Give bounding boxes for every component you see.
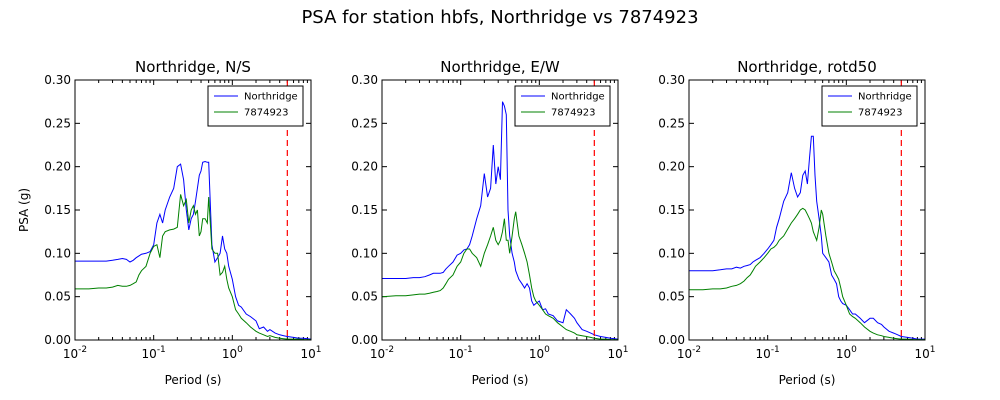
legend-box bbox=[821, 85, 918, 127]
x-tick-label: 101 bbox=[914, 345, 935, 361]
x-tick-label: 10-2 bbox=[63, 345, 87, 361]
panel-title: Northridge, N/S bbox=[135, 58, 251, 76]
y-tick-label: 0.15 bbox=[44, 203, 71, 217]
y-tick-label: 0.05 bbox=[658, 290, 685, 304]
y-tick-label: 0.00 bbox=[44, 333, 71, 347]
legend: Northridge 7874923 bbox=[207, 85, 304, 127]
legend-box bbox=[514, 85, 611, 127]
x-tick-exponent: 0 bbox=[851, 345, 857, 355]
x-tick-base: 10 bbox=[222, 347, 237, 361]
x-axis-label: Period (s) bbox=[472, 373, 529, 387]
x-tick-base: 10 bbox=[607, 347, 622, 361]
x-tick-base: 10 bbox=[836, 347, 851, 361]
y-tick-label: 0.20 bbox=[351, 160, 378, 174]
panels: Northridge, N/S 0.00 0.05 0.10 0.15 0.20 0.25 0… bbox=[17, 58, 936, 387]
legend-label: Northridge bbox=[858, 92, 912, 103]
legend-box bbox=[207, 85, 304, 127]
x-tick-exponent: 1 bbox=[930, 345, 936, 355]
series-line-Northridge bbox=[382, 101, 618, 340]
x-tick-exponent: -2 bbox=[385, 345, 394, 355]
plot-frame bbox=[74, 79, 312, 341]
x-tick-base: 10 bbox=[370, 347, 385, 361]
x-tick-exponent: 1 bbox=[316, 345, 322, 355]
panel-1: Northridge, N/S 0.00 0.05 0.10 0.15 0.20 0.25 0… bbox=[17, 58, 322, 387]
x-tick-base: 10 bbox=[63, 347, 78, 361]
legend-label: Northridge bbox=[551, 92, 605, 103]
series-line-7874923 bbox=[382, 211, 618, 340]
y-tick-label: 0.25 bbox=[658, 116, 685, 130]
y-tick-label: 0.20 bbox=[658, 160, 685, 174]
legend-label: 7874923 bbox=[551, 108, 596, 119]
x-tick-exponent: -1 bbox=[157, 345, 166, 355]
x-tick-exponent: 0 bbox=[237, 345, 243, 355]
figure-title: PSA for station hbfs, Northridge vs 7874… bbox=[301, 7, 698, 28]
y-tick-label: 0.25 bbox=[351, 116, 378, 130]
x-tick-label: 101 bbox=[300, 345, 321, 361]
x-tick-label: 10-1 bbox=[756, 345, 780, 361]
panel-title: Northridge, E/W bbox=[440, 58, 560, 76]
x-tick-label: 10-1 bbox=[142, 345, 166, 361]
legend-label: 7874923 bbox=[244, 108, 289, 119]
series-line-Northridge bbox=[75, 160, 311, 340]
x-tick-exponent: -1 bbox=[771, 345, 780, 355]
x-tick-label: 10-2 bbox=[370, 345, 394, 361]
panel-3: Northridge, rotd50 0.00 0.05 0.10 0.15 0.20 0.… bbox=[658, 58, 935, 387]
x-tick-base: 10 bbox=[914, 347, 929, 361]
y-axis-label: PSA (g) bbox=[17, 188, 31, 232]
x-tick-base: 10 bbox=[529, 347, 544, 361]
panel-title: Northridge, rotd50 bbox=[737, 58, 877, 76]
y-tick-label: 0.15 bbox=[658, 203, 685, 217]
legend: Northridge 7874923 bbox=[821, 85, 918, 127]
x-tick-exponent: -1 bbox=[464, 345, 473, 355]
x-tick-exponent: -2 bbox=[692, 345, 701, 355]
x-axis-label: Period (s) bbox=[165, 373, 222, 387]
x-tick-label: 100 bbox=[222, 345, 243, 361]
y-tick-label: 0.10 bbox=[44, 246, 71, 260]
y-tick-label: 0.10 bbox=[351, 246, 378, 260]
y-tick-label: 0.30 bbox=[351, 73, 378, 87]
y-tick-label: 0.10 bbox=[658, 246, 685, 260]
x-tick-exponent: 0 bbox=[544, 345, 550, 355]
legend: Northridge 7874923 bbox=[514, 85, 611, 127]
panel-2: Northridge, E/W 0.00 0.05 0.10 0.15 0.20 0.25 0… bbox=[351, 58, 628, 387]
y-tick-label: 0.30 bbox=[44, 73, 71, 87]
y-tick-label: 0.05 bbox=[44, 290, 71, 304]
y-tick-label: 0.15 bbox=[351, 203, 378, 217]
y-tick-label: 0.25 bbox=[44, 116, 71, 130]
x-tick-label: 101 bbox=[607, 345, 628, 361]
x-tick-label: 10-1 bbox=[449, 345, 473, 361]
x-tick-base: 10 bbox=[142, 347, 157, 361]
x-tick-label: 100 bbox=[529, 345, 550, 361]
plot-frame bbox=[381, 79, 619, 341]
x-tick-label: 10-2 bbox=[677, 345, 701, 361]
plot-frame bbox=[688, 79, 926, 341]
series-line-Northridge bbox=[689, 135, 925, 340]
y-tick-label: 0.30 bbox=[658, 73, 685, 87]
series-line-7874923 bbox=[75, 194, 311, 340]
x-tick-base: 10 bbox=[449, 347, 464, 361]
x-tick-base: 10 bbox=[756, 347, 771, 361]
x-tick-base: 10 bbox=[300, 347, 315, 361]
legend-label: Northridge bbox=[244, 92, 298, 103]
x-tick-exponent: 1 bbox=[623, 345, 629, 355]
x-tick-label: 100 bbox=[836, 345, 857, 361]
x-tick-base: 10 bbox=[677, 347, 692, 361]
x-tick-exponent: -2 bbox=[78, 345, 87, 355]
y-tick-label: 0.00 bbox=[658, 333, 685, 347]
y-tick-label: 0.20 bbox=[44, 160, 71, 174]
series-line-7874923 bbox=[689, 207, 925, 340]
x-axis-label: Period (s) bbox=[779, 373, 836, 387]
legend-label: 7874923 bbox=[858, 108, 903, 119]
y-tick-label: 0.00 bbox=[351, 333, 378, 347]
y-tick-label: 0.05 bbox=[351, 290, 378, 304]
